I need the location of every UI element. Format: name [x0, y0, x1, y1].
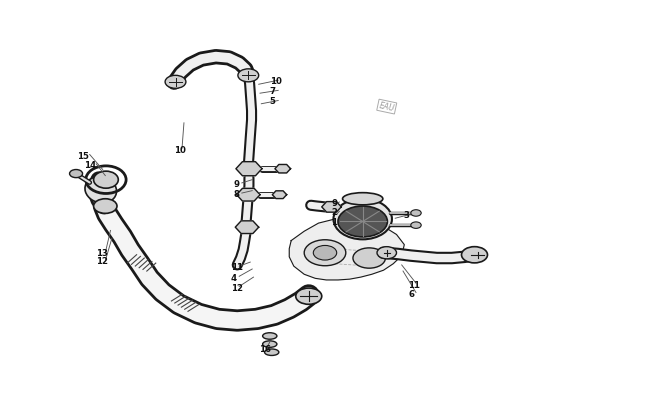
- Text: 9: 9: [234, 180, 240, 189]
- Circle shape: [296, 288, 322, 305]
- Circle shape: [238, 70, 259, 83]
- Polygon shape: [289, 220, 404, 280]
- Ellipse shape: [85, 177, 116, 203]
- Ellipse shape: [263, 333, 277, 339]
- Circle shape: [94, 199, 117, 214]
- Polygon shape: [322, 202, 341, 213]
- Text: 14: 14: [84, 161, 97, 170]
- Circle shape: [353, 248, 385, 269]
- Polygon shape: [272, 191, 287, 199]
- Text: 10: 10: [270, 77, 281, 85]
- Polygon shape: [237, 189, 260, 202]
- Text: 3: 3: [403, 210, 409, 219]
- Ellipse shape: [263, 341, 277, 347]
- Text: 11: 11: [231, 263, 242, 272]
- Text: 8: 8: [234, 190, 240, 199]
- Text: 16: 16: [259, 345, 270, 354]
- Circle shape: [338, 207, 387, 237]
- Text: 13: 13: [96, 249, 108, 258]
- Text: 7: 7: [270, 87, 276, 96]
- Text: 1: 1: [332, 217, 337, 226]
- Circle shape: [411, 210, 421, 217]
- Text: 5: 5: [270, 97, 276, 106]
- Ellipse shape: [333, 199, 392, 240]
- Ellipse shape: [343, 193, 383, 205]
- Text: 6: 6: [408, 289, 414, 298]
- Text: EAU: EAU: [378, 101, 395, 113]
- Text: 12: 12: [96, 257, 108, 266]
- Text: 12: 12: [231, 283, 242, 292]
- Text: 10: 10: [174, 145, 186, 154]
- Circle shape: [462, 247, 488, 263]
- Text: 11: 11: [408, 280, 420, 289]
- Circle shape: [165, 76, 186, 89]
- Text: 15: 15: [77, 151, 88, 160]
- Polygon shape: [236, 162, 262, 176]
- Text: 2: 2: [332, 207, 337, 216]
- Ellipse shape: [94, 172, 118, 189]
- Circle shape: [304, 240, 346, 266]
- Circle shape: [411, 222, 421, 229]
- Circle shape: [377, 247, 396, 259]
- Polygon shape: [235, 221, 259, 234]
- Text: 9: 9: [332, 198, 337, 207]
- Circle shape: [70, 170, 83, 178]
- Ellipse shape: [265, 349, 279, 356]
- Polygon shape: [275, 165, 291, 173]
- Circle shape: [313, 246, 337, 260]
- Text: 4: 4: [231, 273, 237, 282]
